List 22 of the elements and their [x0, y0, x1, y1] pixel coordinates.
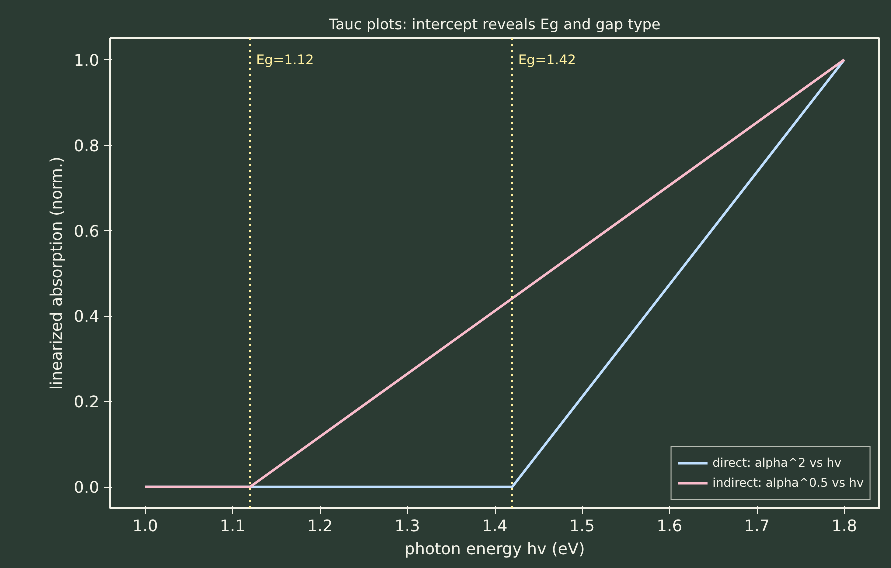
x-tick-label: 1.7 — [744, 516, 770, 536]
y-tick-label: 1.0 — [74, 50, 100, 70]
x-tick-label: 1.6 — [657, 516, 683, 536]
y-tick-label: 0.8 — [74, 136, 100, 156]
legend-label: direct: alpha^2 vs hv — [712, 456, 842, 470]
y-tick-label: 0.6 — [74, 222, 100, 241]
x-tick-label: 1.2 — [308, 516, 333, 536]
x-tick-label: 1.3 — [394, 516, 420, 536]
x-tick-label: 1.4 — [482, 516, 508, 536]
y-tick-label: 0.0 — [74, 478, 100, 498]
x-tick-label: 1.5 — [570, 516, 596, 536]
legend-label: indirect: alpha^0.5 vs hv — [712, 476, 864, 490]
ref-line-label: Eg=1.42 — [518, 54, 576, 68]
x-tick-label: 1.8 — [832, 516, 858, 536]
x-axis-title: photon energy hv (eV) — [404, 540, 586, 558]
ref-line-label: Eg=1.12 — [256, 54, 314, 68]
x-tick-label: 1.1 — [220, 516, 246, 536]
y-tick-label: 0.4 — [74, 307, 100, 326]
y-axis-title: linearized absorption (norm.) — [47, 156, 66, 390]
x-tick-label: 1.0 — [132, 516, 158, 536]
y-tick-label: 0.2 — [74, 392, 100, 412]
chart-title: Tauc plots: intercept reveals Eg and gap type — [328, 16, 661, 34]
